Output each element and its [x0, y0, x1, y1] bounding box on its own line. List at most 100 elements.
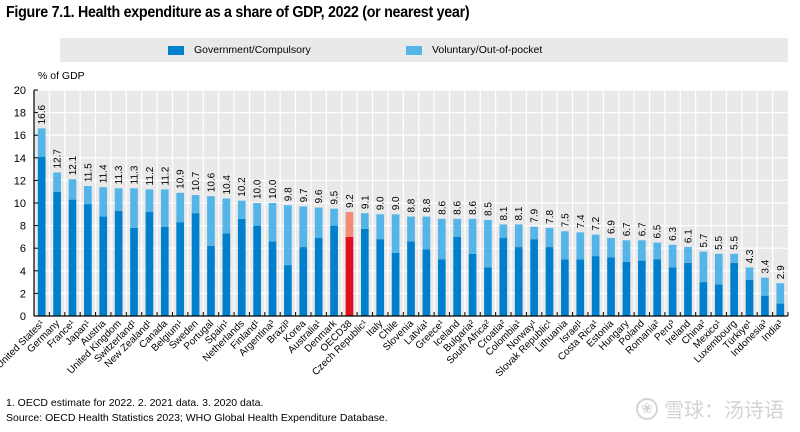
data-label: 7.5 — [560, 213, 571, 227]
data-label: 3.4 — [760, 259, 771, 273]
data-label: 6.9 — [607, 220, 618, 234]
data-label: 8.8 — [422, 198, 433, 212]
bar-government — [437, 259, 446, 316]
bar-government — [761, 295, 769, 316]
legend-item-government: Government/Compulsory — [168, 44, 311, 56]
bar-voluntary — [453, 218, 462, 237]
data-label: 6.7 — [637, 222, 648, 236]
data-label: 9.8 — [283, 187, 294, 201]
bar-voluntary — [745, 267, 754, 280]
axes — [33, 89, 789, 317]
data-label: 16.6 — [37, 105, 48, 125]
bar-voluntary — [268, 203, 277, 242]
bar-government — [499, 238, 508, 316]
data-label: 9.0 — [391, 196, 402, 210]
bar-government — [391, 252, 400, 316]
bar-government — [407, 241, 415, 316]
data-label: 7.2 — [591, 216, 602, 230]
data-label: 4.3 — [745, 249, 756, 263]
chart-notes: 1. OECD estimate for 2022. 2. 2021 data.… — [6, 396, 388, 426]
data-label: 7.8 — [545, 210, 556, 224]
bar-government — [468, 253, 477, 316]
data-label: 5.7 — [699, 233, 710, 247]
y-axis-unit-label: % of GDP — [38, 70, 85, 82]
data-label: 8.8 — [407, 198, 418, 212]
data-label: 8.6 — [468, 200, 479, 214]
bar-government — [530, 239, 538, 316]
bar-voluntary — [637, 240, 646, 261]
bar-voluntary — [468, 218, 477, 254]
y-tick-label: 20 — [14, 85, 26, 97]
bar-government — [484, 267, 492, 316]
y-tick-label: 2 — [20, 288, 26, 300]
bar-government — [607, 257, 615, 316]
bar-government — [237, 218, 246, 316]
bar-voluntary — [299, 206, 308, 248]
chart-title: Figure 7.1. Health expenditure as a shar… — [6, 4, 470, 21]
bar-voluntary — [360, 213, 369, 229]
data-label: 6.7 — [622, 222, 633, 236]
bar-voluntary — [437, 218, 446, 260]
bars — [37, 128, 785, 316]
snowball-logo-icon: ❀ — [636, 397, 658, 420]
data-label: 9.5 — [330, 190, 341, 204]
bar-voluntary — [207, 196, 215, 246]
data-label: 8.6 — [453, 200, 464, 214]
bar-voluntary — [237, 200, 246, 219]
bar-voluntary — [222, 198, 231, 234]
data-label: 11.2 — [160, 166, 171, 185]
bar-voluntary — [684, 247, 692, 263]
bar-government — [376, 239, 385, 316]
bar-voluntary — [330, 208, 338, 226]
data-label: 9.2 — [345, 194, 356, 208]
bar-voluntary — [607, 238, 615, 258]
data-label: 7.4 — [576, 214, 587, 228]
bar-voluntary — [84, 186, 92, 205]
bar-voluntary — [37, 128, 46, 157]
bar-government — [160, 226, 169, 316]
data-label: 8.1 — [499, 206, 510, 220]
data-label: 8.6 — [437, 200, 448, 214]
data-label: 10.0 — [253, 179, 264, 199]
bar-government — [637, 260, 646, 316]
y-tick-label: 6 — [20, 243, 26, 255]
bar-voluntary — [391, 214, 400, 253]
legend-item-voluntary: Voluntary/Out-of-pocket — [406, 44, 542, 56]
bar-government — [561, 259, 569, 316]
data-label: 6.5 — [653, 224, 664, 238]
bar-voluntary — [99, 187, 108, 217]
data-label: 5.5 — [730, 236, 741, 250]
bar-government — [284, 265, 292, 316]
bar-government — [576, 259, 585, 316]
y-tick-label: 14 — [14, 153, 26, 165]
bar-government — [207, 245, 215, 316]
bar-government — [114, 210, 123, 316]
data-label: 10.9 — [176, 169, 187, 189]
bar-government — [253, 225, 261, 316]
bar-government — [684, 262, 692, 316]
bar-government — [653, 259, 662, 316]
bar-voluntary — [668, 244, 677, 268]
data-label: 11.3 — [114, 165, 125, 184]
bar-voluntary — [284, 205, 292, 266]
y-tick-label: 0 — [20, 311, 26, 323]
data-label: 6.1 — [683, 229, 694, 243]
bar-government — [176, 222, 185, 316]
data-label: 8.5 — [483, 202, 494, 216]
data-label: 11.2 — [145, 166, 156, 185]
bar-government — [84, 204, 92, 316]
bar-government — [191, 213, 200, 316]
data-label: 10.7 — [191, 171, 202, 191]
bar-voluntary — [314, 207, 323, 239]
data-label: 7.9 — [530, 208, 541, 222]
legend-swatch-voluntary — [406, 45, 422, 55]
bar-government — [268, 241, 277, 316]
bar-government — [68, 199, 77, 316]
bar-government — [730, 262, 738, 316]
y-tick-label: 12 — [14, 175, 26, 187]
legend: Government/Compulsory Voluntary/Out-of-p… — [60, 38, 788, 62]
legend-label-government: Government/Compulsory — [194, 44, 311, 56]
bar-voluntary — [68, 179, 77, 200]
bar-voluntary — [561, 231, 569, 260]
bar-government — [745, 279, 754, 316]
